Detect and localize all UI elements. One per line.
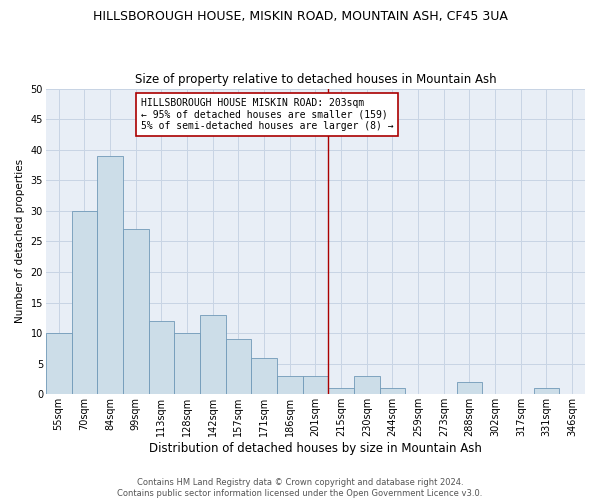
Bar	[149, 321, 174, 394]
Text: HILLSBOROUGH HOUSE MISKIN ROAD: 203sqm
← 95% of detached houses are smaller (159: HILLSBOROUGH HOUSE MISKIN ROAD: 203sqm ←…	[141, 98, 394, 131]
Bar	[533, 388, 559, 394]
Bar	[277, 376, 302, 394]
Bar	[174, 333, 200, 394]
Title: Size of property relative to detached houses in Mountain Ash: Size of property relative to detached ho…	[134, 73, 496, 86]
Bar	[200, 315, 226, 394]
Bar	[123, 229, 149, 394]
Text: HILLSBOROUGH HOUSE, MISKIN ROAD, MOUNTAIN ASH, CF45 3UA: HILLSBOROUGH HOUSE, MISKIN ROAD, MOUNTAI…	[92, 10, 508, 23]
Bar	[46, 333, 71, 394]
Y-axis label: Number of detached properties: Number of detached properties	[15, 160, 25, 324]
Bar	[328, 388, 354, 394]
Bar	[380, 388, 405, 394]
Bar	[97, 156, 123, 394]
Bar	[302, 376, 328, 394]
Bar	[251, 358, 277, 395]
X-axis label: Distribution of detached houses by size in Mountain Ash: Distribution of detached houses by size …	[149, 442, 482, 455]
Bar	[457, 382, 482, 394]
Text: Contains HM Land Registry data © Crown copyright and database right 2024.
Contai: Contains HM Land Registry data © Crown c…	[118, 478, 482, 498]
Bar	[71, 211, 97, 394]
Bar	[226, 340, 251, 394]
Bar	[354, 376, 380, 394]
